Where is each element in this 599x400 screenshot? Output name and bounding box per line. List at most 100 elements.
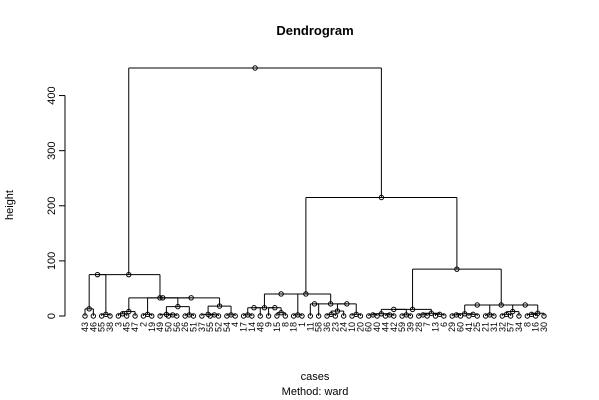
leaf-label: 18 [289, 322, 299, 332]
leaf-label: 16 [531, 322, 541, 332]
leaf-label: 60 [456, 322, 466, 332]
leaf-label: 55 [97, 322, 107, 332]
leaf-label: 8 [280, 322, 290, 327]
leaf-point [149, 313, 155, 319]
leaf-label: 17 [239, 322, 249, 332]
leaf-point [416, 313, 422, 319]
leaf-point [424, 313, 430, 319]
leaf-point [307, 313, 314, 319]
leaf-point [265, 313, 272, 319]
leaf-point [541, 313, 547, 319]
leaf-point [399, 313, 405, 319]
leaf-point [341, 313, 347, 319]
leaf-point [174, 313, 180, 319]
leaf-label: 6 [439, 322, 449, 327]
leaf-label: 49 [155, 322, 165, 332]
leaf-point [274, 313, 280, 319]
leaf-label: 44 [380, 322, 390, 332]
leaf-label: 54 [222, 322, 232, 332]
leaf-point [98, 313, 105, 319]
leaf-label: 30 [539, 322, 549, 332]
leaf-label: 4 [230, 322, 240, 327]
leaf-point [366, 313, 372, 319]
leaf-label: 2 [138, 322, 148, 327]
leaf-label: 13 [431, 322, 441, 332]
leaf-point [474, 313, 480, 319]
leaf-label: 31 [489, 322, 499, 332]
method-subtitle: Method: ward [282, 386, 349, 398]
leaf-label: 60 [364, 322, 374, 332]
leaf-label: 48 [255, 322, 265, 332]
leaf-label: 45 [122, 322, 132, 332]
leaf-label: 28 [414, 322, 424, 332]
leaf-label: 40 [372, 322, 382, 332]
leaf-point [374, 313, 380, 319]
leaf-point [407, 313, 414, 319]
leaf-label: 43 [80, 322, 90, 332]
leaf-label: 34 [514, 322, 524, 332]
leaf-label: 51 [188, 322, 198, 332]
chart-title: Dendrogram [276, 23, 353, 38]
leaf-point [441, 313, 447, 319]
leaf-label: 55 [205, 322, 215, 332]
y-tick-label: 0 [46, 313, 58, 319]
leaf-point [199, 313, 205, 319]
leaf-label: 25 [472, 322, 482, 332]
leaf-point [516, 313, 522, 319]
leaf-point [157, 313, 163, 319]
leaf-point [207, 313, 213, 319]
leaf-label: 26 [180, 322, 190, 332]
leaf-label: 3 [113, 322, 123, 327]
leaf-label: 39 [405, 322, 415, 332]
leaf-label: 58 [314, 322, 324, 332]
leaf-point [315, 313, 322, 319]
leaf-point [524, 313, 531, 319]
leaf-point [140, 313, 147, 319]
leaf-point [190, 313, 197, 319]
leaf-point [115, 313, 122, 319]
leaf-label: 38 [105, 322, 115, 332]
leaf-label: 19 [147, 322, 157, 332]
y-tick-label: 400 [46, 86, 58, 104]
leaf-point [232, 313, 238, 319]
y-axis: 0 100 200 300 400 [46, 86, 66, 319]
leaf-point [182, 313, 188, 319]
leaf-point [90, 313, 97, 319]
y-tick-label: 100 [46, 252, 58, 270]
leaf-label: 21 [481, 322, 491, 332]
leaf-label: 41 [464, 322, 474, 332]
leaf-point [457, 313, 464, 319]
leaf-point [299, 313, 305, 319]
leaf-label: 56 [172, 322, 182, 332]
leaf-point [249, 313, 255, 319]
leaf-label: 10 [347, 322, 357, 332]
leaf-label: 47 [130, 322, 140, 332]
leaf-label: 11 [305, 322, 315, 331]
leaf-point [107, 313, 113, 319]
leaf-label: 8 [522, 322, 532, 327]
leaf-point [391, 313, 397, 319]
leaf-point [349, 313, 355, 319]
leaf-point [382, 313, 389, 319]
leaf-point [82, 313, 88, 319]
leaf-label: 9 [264, 322, 274, 327]
leaf-label: 14 [247, 322, 257, 332]
leaf-point [332, 313, 339, 319]
leaf-label: 46 [88, 322, 98, 332]
leaf-labels: 4346553834547219495056265137555254417144… [80, 322, 549, 332]
leaf-point [357, 313, 364, 319]
leaf-label: 59 [397, 322, 407, 332]
leaf-point [290, 313, 297, 319]
leaf-label: 36 [322, 322, 332, 332]
leaf-point [499, 313, 505, 319]
leaf-point [132, 313, 138, 319]
leaf-point [449, 313, 455, 319]
leaf-label: 1 [297, 322, 307, 327]
leaf-label: 23 [330, 322, 340, 332]
leaf-point [124, 313, 130, 319]
leaf-label: 24 [339, 322, 349, 332]
leaf-point [165, 313, 172, 319]
leaf-point [466, 313, 472, 319]
